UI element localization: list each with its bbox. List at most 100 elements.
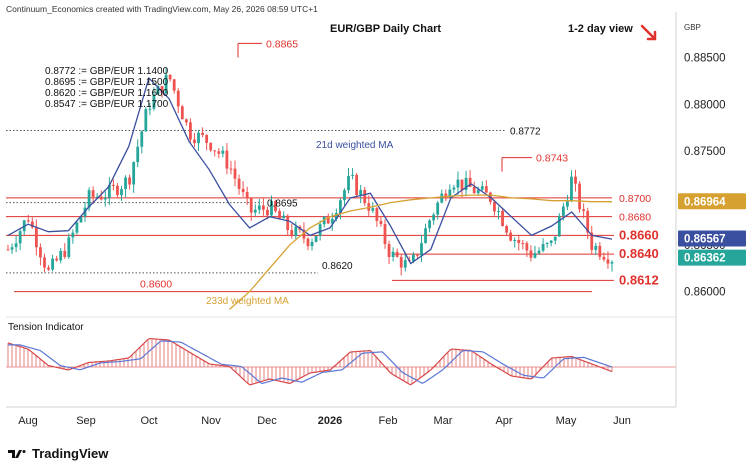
candle-body bbox=[71, 232, 75, 238]
candle-body bbox=[594, 245, 598, 250]
brand-name: TradingView bbox=[32, 446, 109, 461]
candle-body bbox=[432, 214, 436, 221]
candle-body bbox=[456, 179, 460, 188]
candle-body bbox=[124, 177, 127, 190]
candle-body bbox=[326, 216, 330, 224]
annotations: 0.8865 0.8772 0.8743 0.8700 0.8695 0.8680 0.86… bbox=[8, 23, 659, 333]
candle-body bbox=[266, 209, 269, 216]
candle-body bbox=[420, 243, 423, 256]
candle-body bbox=[497, 210, 500, 212]
candle-body bbox=[452, 187, 456, 190]
candle-body bbox=[586, 211, 590, 233]
candle-body bbox=[136, 146, 140, 163]
candle-body bbox=[249, 198, 253, 213]
candle-body bbox=[63, 250, 67, 257]
candle-body bbox=[545, 242, 549, 245]
candle-body bbox=[201, 132, 204, 135]
candle-body bbox=[261, 205, 265, 210]
candle-body bbox=[513, 240, 517, 242]
candle-body bbox=[26, 220, 30, 222]
candle-body bbox=[128, 177, 132, 185]
candle-body bbox=[221, 150, 225, 154]
candle-body bbox=[278, 211, 281, 219]
candle-body bbox=[132, 162, 136, 185]
ma233-line bbox=[229, 194, 612, 310]
candle-body bbox=[51, 258, 54, 270]
candle-body bbox=[493, 201, 496, 212]
candle-body bbox=[590, 232, 594, 250]
candle-body bbox=[103, 197, 107, 200]
candle-body bbox=[610, 262, 614, 264]
candle-body bbox=[34, 227, 38, 248]
candle-body bbox=[395, 251, 399, 257]
candle-body bbox=[180, 106, 184, 120]
candle-body bbox=[274, 201, 277, 212]
x-tick-label: Oct bbox=[140, 415, 157, 427]
axes: 0.885000.880000.875000.870000.865000.860… bbox=[6, 12, 746, 427]
candle-body bbox=[343, 190, 346, 201]
level-label: 0.8680 bbox=[619, 212, 651, 224]
chart-title: EUR/GBP Daily Chart bbox=[330, 23, 441, 35]
candle-body bbox=[371, 208, 375, 211]
candle-body bbox=[164, 74, 168, 94]
candle-body bbox=[294, 226, 298, 237]
candle-body bbox=[424, 228, 427, 244]
candle-body bbox=[116, 185, 119, 196]
candle-body bbox=[582, 209, 586, 212]
candle-body bbox=[189, 122, 192, 140]
tradingview-logo[interactable]: TradingView bbox=[8, 446, 108, 461]
candle-body bbox=[14, 243, 18, 248]
candle-body bbox=[95, 196, 99, 198]
x-tick-label: 2026 bbox=[318, 415, 342, 427]
candle-body bbox=[91, 190, 95, 197]
candle-body bbox=[176, 90, 180, 107]
candle-body bbox=[537, 250, 541, 254]
candle-body bbox=[286, 215, 290, 231]
tension-pane bbox=[6, 337, 676, 386]
candle-body bbox=[233, 168, 237, 179]
price-tag bbox=[678, 249, 746, 266]
candle-body bbox=[253, 209, 257, 213]
candle-body bbox=[602, 256, 606, 260]
candle-body bbox=[460, 179, 464, 190]
candle-body bbox=[144, 109, 148, 132]
x-tick-label: Feb bbox=[379, 415, 398, 427]
candle-body bbox=[574, 176, 577, 184]
x-tick-label: Mar bbox=[434, 415, 453, 427]
price-tag-label: 0.86567 bbox=[684, 233, 726, 245]
candle-body bbox=[330, 218, 334, 224]
candle-body bbox=[557, 215, 561, 237]
candle-body bbox=[213, 150, 217, 152]
candle-body bbox=[302, 229, 306, 239]
price-tag-label: 0.86362 bbox=[684, 253, 726, 265]
candle-body bbox=[209, 142, 213, 151]
y-tick-label: 0.86000 bbox=[684, 287, 726, 299]
candle-body bbox=[570, 176, 573, 202]
candle-body bbox=[480, 186, 484, 190]
candle-body bbox=[229, 168, 233, 170]
candle-body bbox=[148, 108, 152, 110]
candle-body bbox=[399, 256, 403, 268]
candle-body bbox=[75, 222, 79, 233]
candle-body bbox=[359, 189, 363, 196]
osc-title: Tension Indicator bbox=[8, 322, 84, 333]
candle-body bbox=[339, 200, 342, 214]
candle-body bbox=[67, 237, 71, 257]
price-pane bbox=[6, 42, 614, 310]
down-arrow-icon bbox=[640, 24, 657, 41]
candle-body bbox=[334, 213, 338, 219]
y-tick-label: 0.88000 bbox=[684, 99, 726, 111]
chart-credit: Continuum_Economics created with Trading… bbox=[6, 4, 318, 14]
candle-body bbox=[270, 201, 273, 216]
ma21-line bbox=[7, 76, 613, 265]
candle-body bbox=[160, 86, 164, 94]
candle-body bbox=[355, 174, 359, 196]
price-tag-label: 0.86964 bbox=[684, 196, 726, 208]
candle-body bbox=[310, 241, 314, 247]
candle-body bbox=[541, 244, 545, 251]
currency-label: GBP bbox=[684, 23, 701, 32]
candle-body bbox=[314, 235, 318, 242]
candle-body bbox=[440, 193, 444, 203]
candle-body bbox=[379, 220, 383, 225]
